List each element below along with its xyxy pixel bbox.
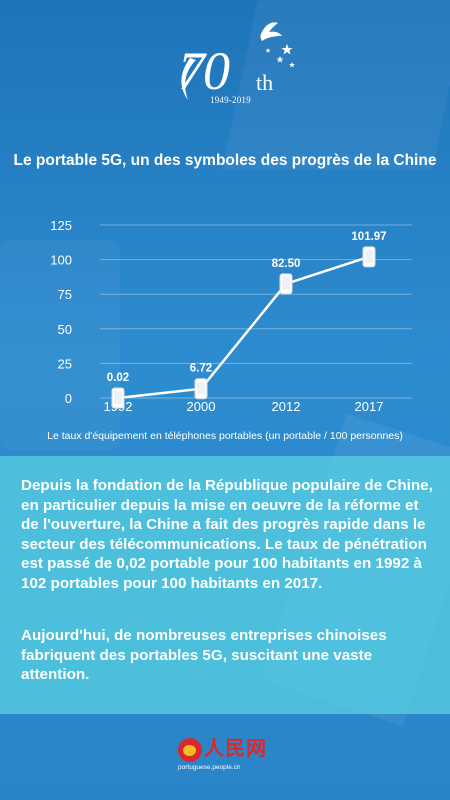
people-daily-logo: 人民网 portuguese.people.cn (178, 735, 278, 779)
phone-screen (114, 390, 122, 404)
phone-screen (365, 249, 373, 263)
phone-screen (197, 381, 205, 395)
y-tick-label: 0 (65, 391, 72, 406)
y-tick-label: 100 (50, 253, 72, 268)
series-line (117, 255, 370, 400)
x-tick-label: 2000 (187, 399, 216, 414)
paragraph-today: Aujourd'hui, de nombreuses entreprises c… (21, 627, 387, 683)
x-tick-label: 2012 (272, 399, 301, 414)
logo-number: 70 (178, 41, 230, 101)
phone-screen (282, 276, 290, 290)
y-tick-label: 125 (50, 218, 72, 233)
data-label: 6.72 (190, 363, 212, 375)
y-tick-label: 25 (58, 356, 72, 371)
chart-caption: Le taux d'équipement en téléphones porta… (47, 430, 403, 442)
brand-name: 人民网 (204, 738, 267, 760)
paragraph-history: Depuis la fondation de la République pop… (21, 477, 433, 592)
brand-url: portuguese.people.cn (178, 764, 241, 771)
logo-years: 1949-2019 (210, 95, 251, 105)
x-tick-label: 2017 (355, 399, 384, 414)
data-label: 101.97 (351, 231, 386, 243)
y-tick-label: 50 (58, 322, 72, 337)
brand-mark-inner-icon (183, 745, 196, 756)
chart-title: Le portable 5G, un des symboles des prog… (13, 152, 437, 169)
logo-suffix: th (256, 70, 274, 95)
line-chart: 025507510012519922000201220170.026.7282.… (50, 218, 412, 414)
y-tick-label: 75 (58, 287, 72, 302)
text-panel: Depuis la fondation de la République pop… (0, 456, 450, 714)
data-label: 82.50 (272, 258, 301, 270)
background-decoration (0, 240, 120, 450)
data-label: 0.02 (107, 372, 129, 384)
anniversary-logo: 70 th 1949-2019 (150, 14, 300, 114)
dove-and-stars-icon (181, 22, 295, 100)
